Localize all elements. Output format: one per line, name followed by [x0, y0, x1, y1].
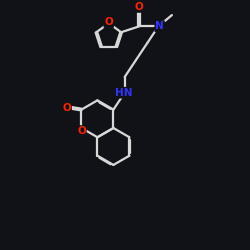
Text: HN: HN	[115, 88, 132, 98]
Text: O: O	[104, 17, 113, 27]
Text: O: O	[77, 126, 86, 136]
Text: O: O	[135, 2, 144, 12]
Text: O: O	[62, 103, 71, 113]
Text: N: N	[155, 21, 164, 31]
